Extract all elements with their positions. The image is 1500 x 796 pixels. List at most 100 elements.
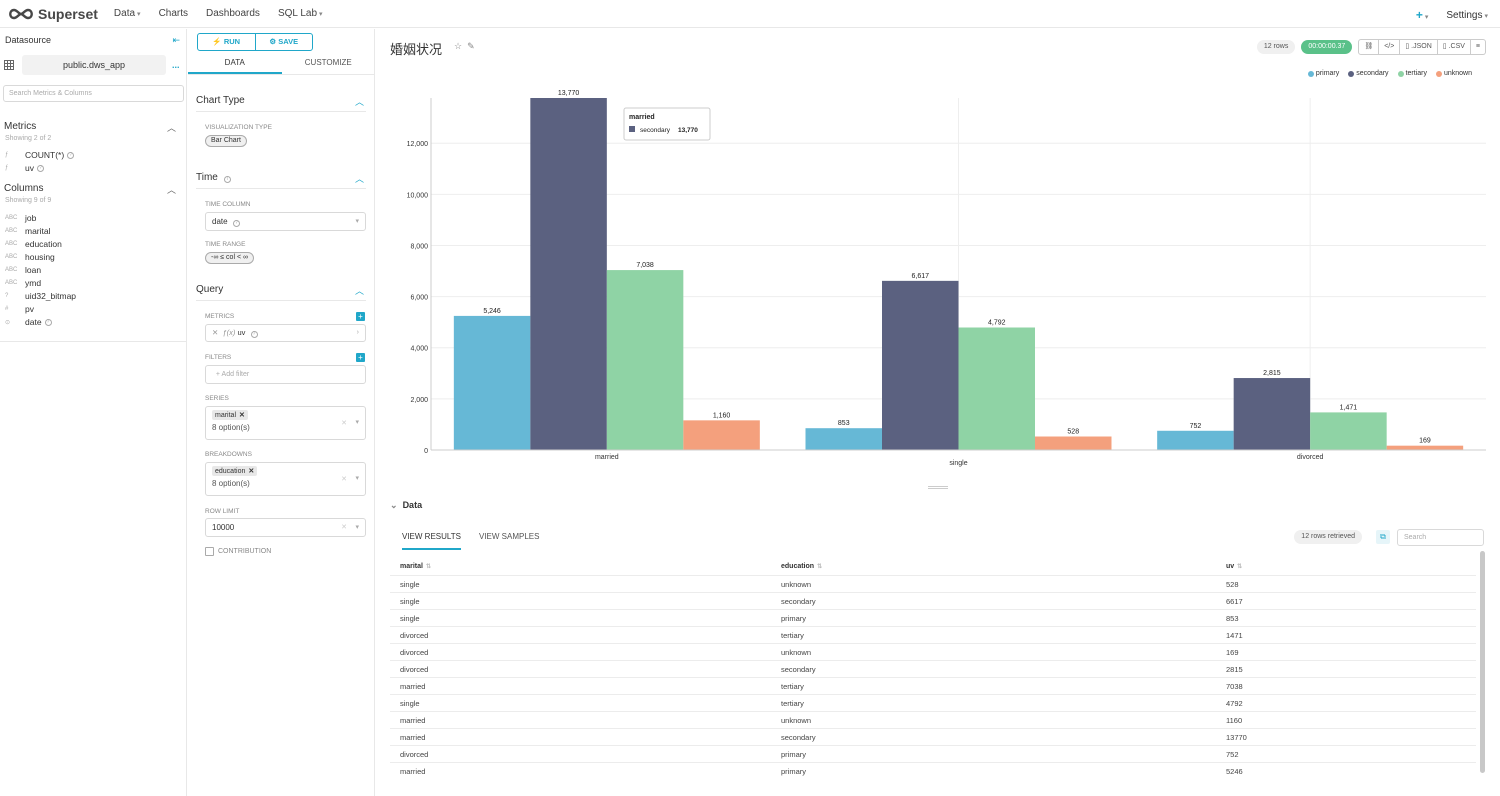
legend-item[interactable]: primary	[1307, 70, 1339, 77]
y-tick-label: 12,000	[407, 141, 429, 148]
star-icon[interactable]: ☆	[454, 41, 463, 51]
remove-icon[interactable]: ✕	[239, 412, 245, 419]
superset-logo[interactable]: Superset	[8, 6, 98, 22]
remove-icon[interactable]: ✕	[248, 468, 255, 475]
collapse-panel-icon[interactable]: ⇤	[172, 35, 180, 45]
data-search-input[interactable]: Search	[1397, 529, 1484, 546]
nav-charts[interactable]: Charts	[158, 8, 189, 19]
edit-icon[interactable]: ✎	[467, 41, 475, 51]
viz-type-selector[interactable]: Bar Chart	[205, 135, 247, 147]
add-metric-button[interactable]: +	[356, 312, 365, 321]
add-filter-input[interactable]: + Add filter	[205, 365, 366, 384]
datasource-more-button[interactable]: ...	[172, 60, 180, 70]
column-item[interactable]: ABC loan	[5, 265, 42, 275]
chevron-down-icon: ▾	[355, 475, 359, 482]
series-select[interactable]: marital ✕ 8 option(s) ✕ ▾	[205, 406, 366, 440]
export-json-button[interactable]: ▯ .JSON	[1400, 39, 1438, 55]
export-csv-button[interactable]: ▯ .CSV	[1437, 39, 1471, 55]
chevron-up-icon[interactable]: ︿	[166, 123, 176, 133]
metrics-label: METRICS	[205, 313, 235, 320]
clear-icon[interactable]: ✕	[341, 476, 347, 483]
run-button[interactable]: ⚡ RUN	[212, 37, 241, 46]
chevron-up-icon[interactable]: ︿	[354, 286, 364, 296]
column-item[interactable]: ABC marital	[5, 226, 51, 236]
tab-data[interactable]: DATA	[188, 55, 282, 74]
column-item[interactable]: ABC housing	[5, 252, 55, 262]
chevron-up-icon[interactable]: ︿	[354, 174, 364, 184]
chevron-down-icon: ▾	[355, 218, 359, 225]
table-cell: primary	[781, 613, 807, 623]
column-item[interactable]: ABC ymd	[5, 278, 42, 288]
metric-item[interactable]: ƒ uv?	[5, 163, 44, 173]
chart-type-section[interactable]: Chart Type	[196, 95, 245, 106]
time-column-select[interactable]: date ? ▾	[205, 212, 366, 231]
table-cell: single	[400, 698, 420, 708]
row-limit-label: ROW LIMIT	[205, 508, 240, 515]
query-time-badge: 00:00:00.37	[1301, 40, 1353, 54]
clear-icon[interactable]: ✕	[341, 524, 347, 531]
tab-view-results[interactable]: VIEW RESULTS	[402, 532, 461, 550]
breakdowns-select[interactable]: education ✕ 8 option(s) ✕ ▾	[205, 462, 366, 496]
help-icon: ?	[36, 164, 44, 172]
legend-item[interactable]: tertiary	[1397, 70, 1427, 77]
bar-value-label: 853	[838, 420, 850, 427]
metric-item[interactable]: ƒ COUNT(*)?	[5, 150, 75, 160]
chart-title[interactable]: 婚姻状况	[390, 42, 443, 57]
column-item[interactable]: ABC job	[5, 213, 37, 223]
settings-menu[interactable]: Settings ▾	[1446, 9, 1488, 21]
contribution-checkbox[interactable]	[205, 547, 214, 556]
tooltip-value: 13,770	[678, 127, 698, 134]
time-range-selector[interactable]: -∞ ≤ col < ∞	[205, 252, 254, 264]
view-query-button[interactable]: </>	[1379, 39, 1401, 55]
time-section[interactable]: Time i	[196, 172, 231, 183]
chart-legend: primary secondary tertiary unknown	[1307, 70, 1472, 77]
resize-handle[interactable]	[928, 488, 948, 489]
legend-item[interactable]: secondary	[1348, 70, 1389, 77]
nav-dashboards[interactable]: Dashboards	[206, 8, 260, 19]
metrics-columns-search-input[interactable]: Search Metrics & Columns	[3, 85, 184, 102]
menu-icon[interactable]: ≡	[1470, 39, 1486, 55]
legend-item[interactable]: unknown	[1435, 70, 1472, 77]
time-range-label: TIME RANGE	[205, 241, 246, 248]
chevron-up-icon[interactable]: ︿	[354, 97, 364, 107]
column-header-marital[interactable]: marital ⇅	[400, 562, 431, 570]
column-item[interactable]: # pv	[5, 304, 34, 314]
help-icon: ?	[232, 220, 240, 227]
query-section[interactable]: Query	[196, 284, 224, 295]
nav-sql-lab[interactable]: SQL Lab ▾	[277, 8, 323, 19]
time-column-label: TIME COLUMN	[205, 201, 251, 208]
column-item[interactable]: ⊙ date?	[5, 317, 52, 327]
column-header-education[interactable]: education ⇅	[781, 562, 823, 570]
column-item[interactable]: ? uid32_bitmap	[5, 291, 77, 301]
clear-icon[interactable]: ✕	[341, 420, 347, 427]
column-header-uv[interactable]: uv ⇅	[1226, 562, 1243, 570]
resize-handle[interactable]	[928, 486, 948, 487]
divider	[196, 188, 366, 189]
chevron-up-icon[interactable]: ︿	[166, 185, 176, 195]
save-button[interactable]: ⚙ SAVE	[254, 34, 313, 50]
table-cell: 4792	[1226, 698, 1243, 708]
nav-data[interactable]: Data ▾	[113, 8, 141, 19]
table-row: single primary 853	[390, 609, 1476, 626]
datasource-name[interactable]: public.dws_app	[22, 55, 166, 75]
add-filter-button[interactable]: +	[356, 353, 365, 362]
table-scrollbar[interactable]	[1480, 551, 1485, 773]
tooltip-swatch	[629, 126, 635, 132]
table-row: divorced primary 752	[390, 745, 1476, 762]
data-panel-title[interactable]: ⌄ Data	[390, 500, 423, 510]
metrics-section-title[interactable]: Metrics	[4, 121, 37, 132]
row-limit-select[interactable]: 10000 ✕ ▾	[205, 518, 366, 537]
column-item[interactable]: ABC education	[5, 239, 62, 249]
table-row: single secondary 6617	[390, 592, 1476, 609]
columns-count: Showing 9 of 9	[5, 197, 52, 204]
run-save-group: ⚡ RUN ⚙ SAVE	[197, 33, 313, 51]
x-tick-label: married	[595, 454, 619, 461]
bar-value-label: 5,246	[483, 308, 501, 315]
metric-select[interactable]: ✕ ƒ(x) uv ? ›	[205, 324, 366, 342]
columns-section-title[interactable]: Columns	[4, 183, 44, 194]
tab-customize[interactable]: CUSTOMIZE	[304, 58, 352, 67]
tab-view-samples[interactable]: VIEW SAMPLES	[478, 532, 540, 541]
copy-icon[interactable]: ⧉	[1376, 530, 1390, 544]
link-icon[interactable]: ⛓	[1358, 39, 1380, 55]
new-plus-button[interactable]: + ▾	[1415, 8, 1429, 22]
